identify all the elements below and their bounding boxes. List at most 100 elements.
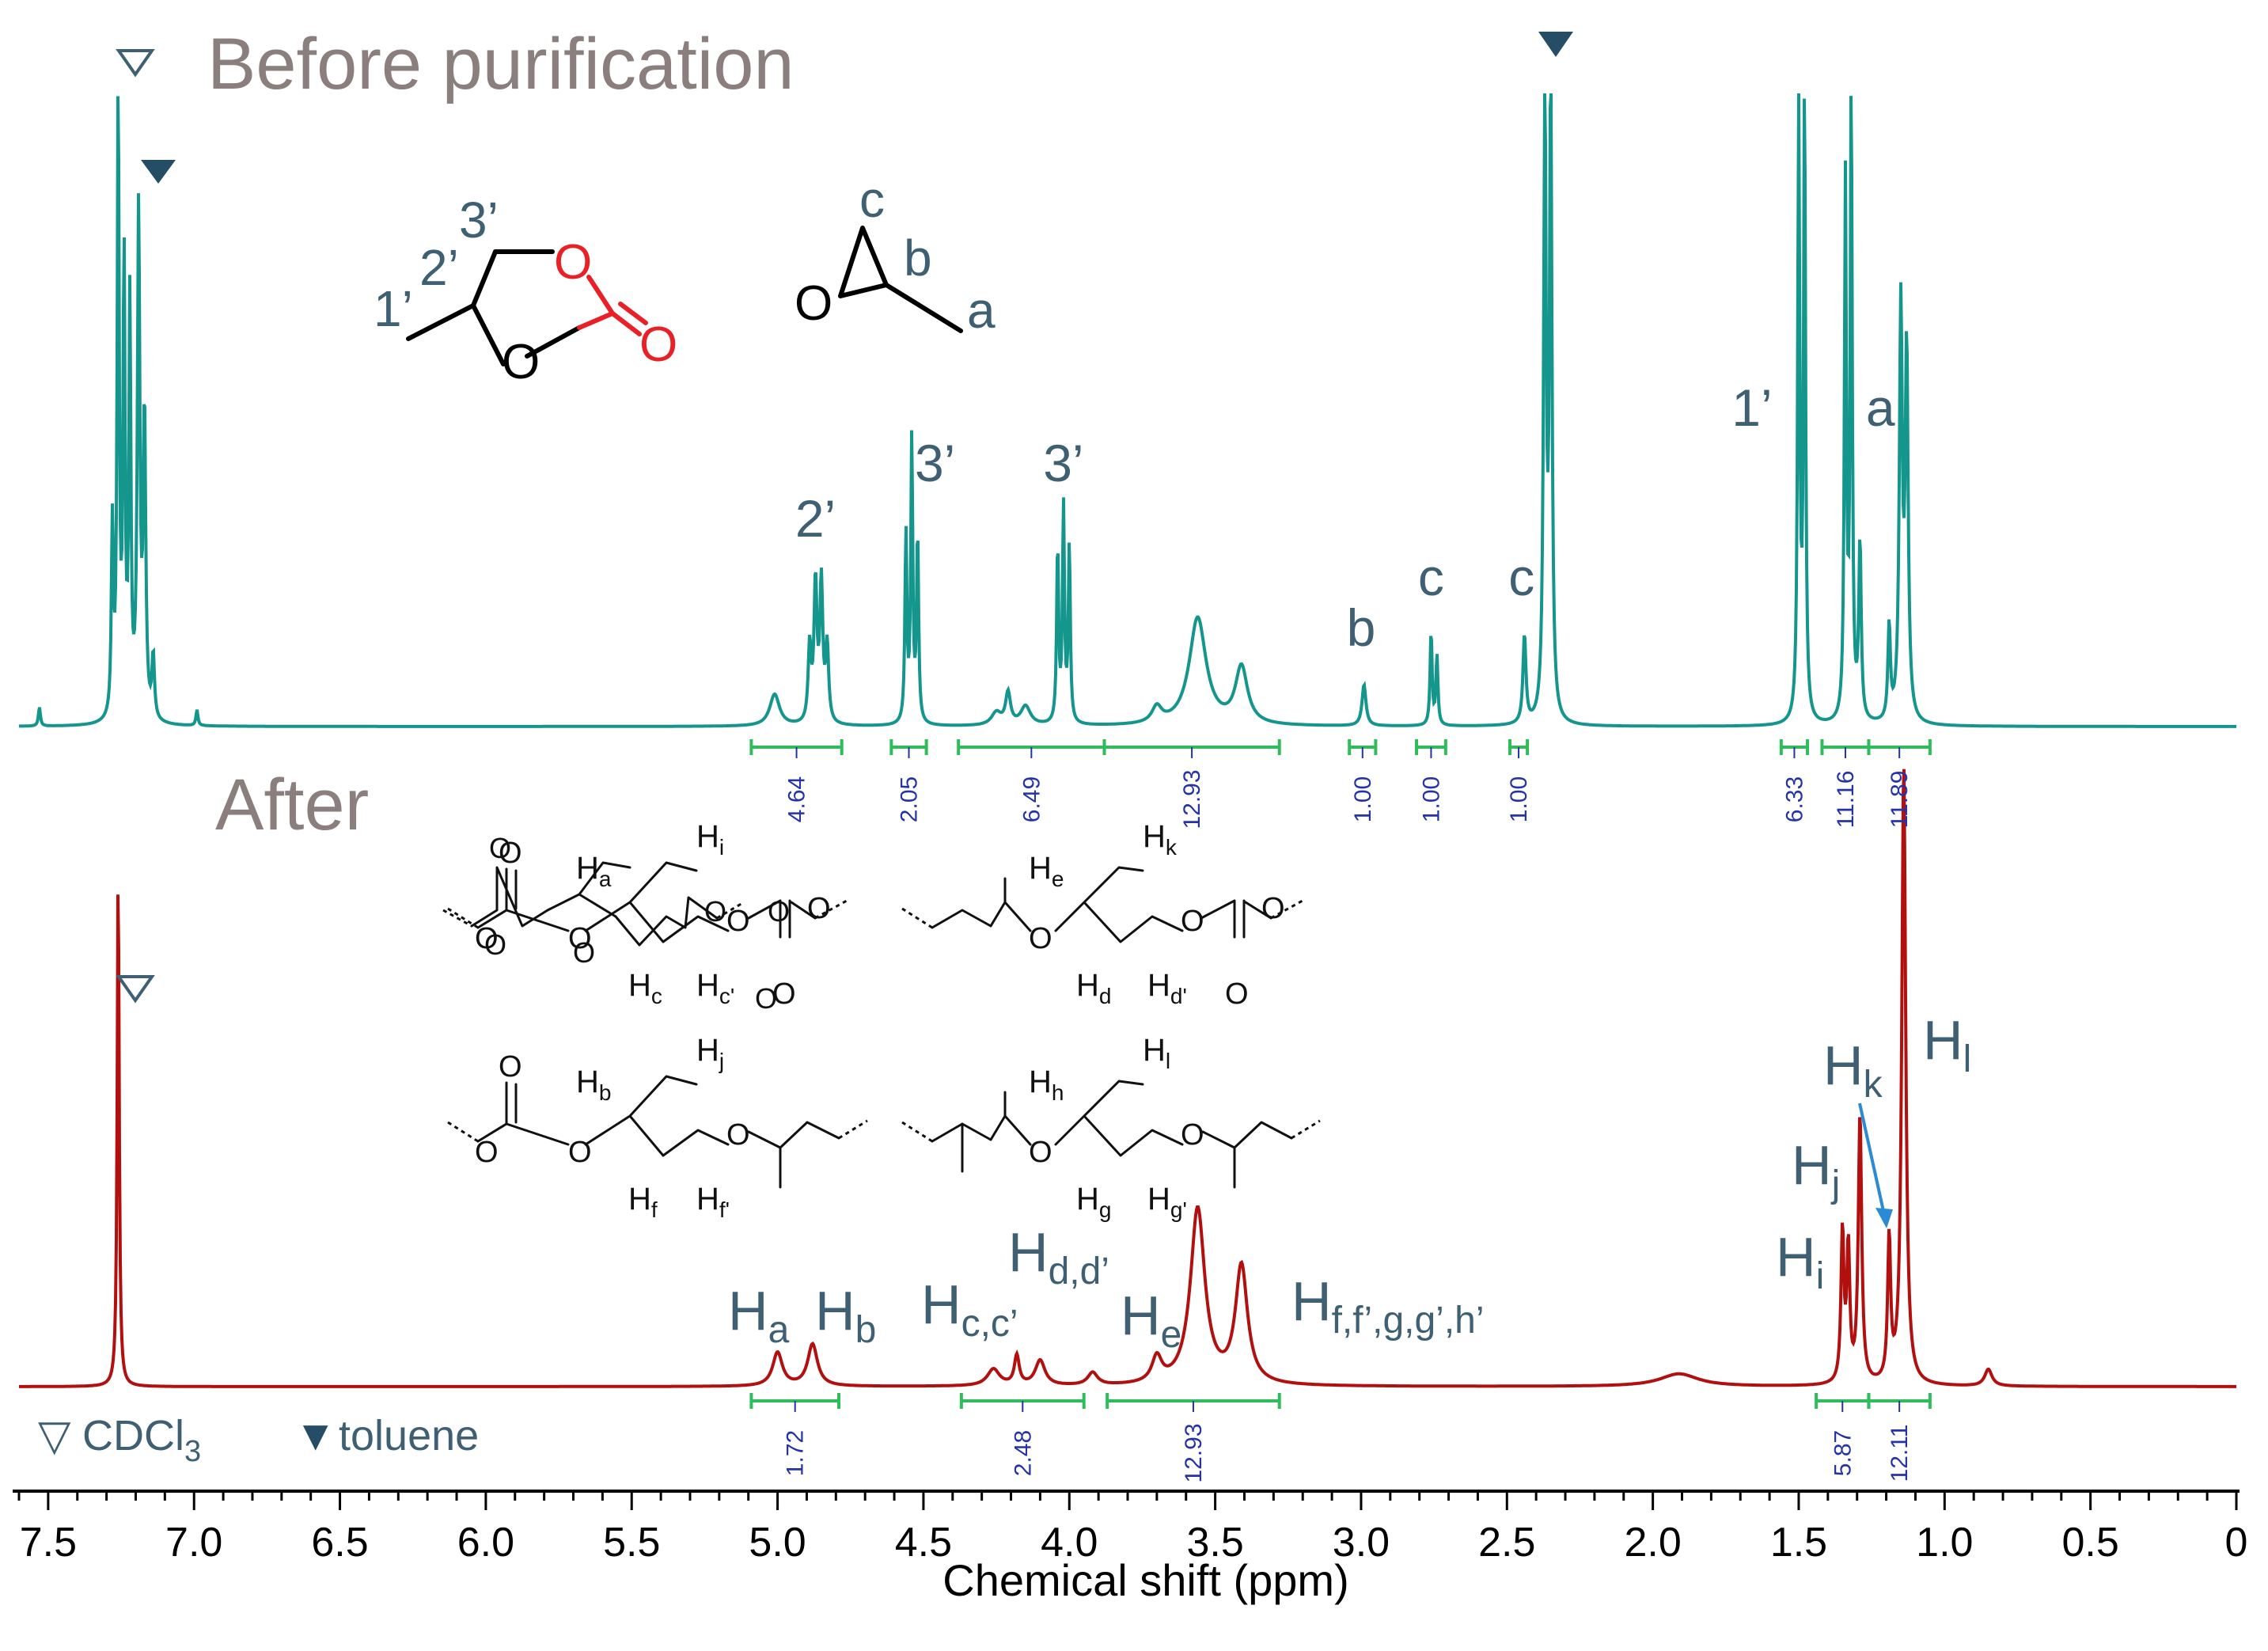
peak-label: c [1418, 548, 1444, 606]
integral-value: 6.49 [1018, 776, 1045, 822]
pc-label-1: 1’ [374, 280, 413, 337]
x-axis-title: Chemical shift (ppm) [942, 1555, 1348, 1605]
u1-o-f: O [772, 977, 796, 1011]
u3-hj: Hj [696, 1033, 724, 1073]
legend-cdcl3: CDCl3 [82, 1412, 201, 1468]
u2-hk: Hk [1143, 819, 1178, 860]
label-hi: Hi [1776, 1226, 1824, 1297]
u2-hd2: Hd' [1147, 968, 1187, 1008]
p1-o2: O [489, 832, 511, 864]
label-hcc: Hc,c’ [921, 1273, 1018, 1345]
unit-carbonate-ether: O O O O Hb Hj Hf Hf' [447, 1033, 868, 1222]
u1-o-a: O [475, 922, 499, 955]
hk-arrow [1858, 1103, 1885, 1212]
x-tick-label: 0 [2225, 1520, 2248, 1566]
u3-o-b: O [499, 1050, 522, 1084]
spectrum-before [18, 93, 2236, 728]
x-tick-label: 2.0 [1624, 1520, 1681, 1566]
integral-value: 12.93 [1179, 769, 1205, 829]
x-axis: 7.5 7.0 6.5 6.0 5.5 5.0 4.5 4.0 3.5 3.0 2.5 2.0 1.5 1… [13, 1490, 2248, 1605]
x-tick-label: 3.0 [1333, 1520, 1390, 1566]
u2-o-c: O [1261, 892, 1285, 925]
u4-hg: Hg [1076, 1182, 1111, 1222]
pc-label-2: 2’ [419, 239, 459, 296]
solvent-markers [116, 32, 1573, 1004]
u1-o-d: O [726, 905, 750, 938]
polymer-unit-1: O O O O O O [442, 832, 790, 1015]
u1-o-e: O [807, 892, 831, 925]
u1-o-b: O [499, 837, 522, 870]
u1-hc2: Hc' [696, 968, 734, 1008]
pc-label-3: 3’ [459, 192, 499, 249]
pc-carbonyl-oxygen: O [639, 317, 677, 372]
integral-value: 1.72 [783, 1430, 809, 1476]
peak-label: a [1866, 378, 1895, 437]
label-hb: Hb [815, 1280, 876, 1351]
title-after: After [215, 765, 369, 845]
legend-toluene: toluene [339, 1412, 479, 1459]
x-tick-label: 1.5 [1770, 1520, 1827, 1566]
integral-value: 1.00 [1506, 776, 1532, 822]
u1-hi: Hi [696, 819, 724, 860]
u1-o-c: O [568, 922, 592, 955]
toluene-marker-top-1 [141, 160, 176, 184]
u2-hd: Hd [1076, 968, 1111, 1008]
u1-hc: Hc [628, 968, 662, 1008]
u2-he: He [1029, 851, 1064, 891]
integral-value: 5.87 [1830, 1430, 1856, 1476]
integral-value: 11.89 [1887, 771, 1913, 829]
integral-value: 12.11 [1887, 1425, 1913, 1482]
p1-o1: O [484, 928, 506, 961]
label-hdd: Hd,d’ [1008, 1221, 1109, 1292]
title-before: Before purification [207, 24, 795, 104]
peak-label: 1’ [1731, 378, 1772, 437]
spectra-group [18, 93, 2236, 1388]
u2-o-a: O [1029, 922, 1052, 955]
integral-value: 11.16 [1833, 771, 1859, 829]
u3-hf2: Hf' [696, 1182, 730, 1222]
integral-value: 1.00 [1350, 776, 1376, 822]
u4-hl: Hl [1143, 1033, 1170, 1073]
x-tick-label: 2.5 [1478, 1520, 1535, 1566]
p1-o3: O [573, 936, 595, 969]
integrals-group: 4.64 2.05 6.49 12.93 1.00 1.00 1.00 6.33 11.16 11… [749, 739, 1932, 1483]
toluene-marker-top-2 [1538, 32, 1573, 57]
u1-ha: Ha [576, 851, 612, 891]
legend-cdcl3-symbol: ▽ [38, 1412, 71, 1459]
x-tick-label: 0.5 [2062, 1520, 2119, 1566]
label-hl: Hl [1923, 1009, 1971, 1080]
x-tick-label: 6.5 [311, 1520, 368, 1566]
peak-label: 2’ [795, 489, 836, 548]
integral-value: 6.33 [1781, 776, 1807, 822]
unit-ether-ether: O O Hh Hl Hg Hg' [901, 1033, 1321, 1222]
peak-label: 3’ [915, 434, 955, 492]
label-hf: Hf,f’,g,g’,h’ [1291, 1270, 1485, 1342]
u4-o-b: O [1181, 1118, 1204, 1152]
spectrum-after [19, 769, 2236, 1388]
u2-o-b: O [1181, 905, 1204, 938]
po-label-b: b [904, 230, 932, 287]
u3-o-a: O [475, 1136, 499, 1169]
propylene-carbonate-structure: O O O 1’ 2’ 3’ [374, 192, 677, 389]
u2-o-d: O [1225, 977, 1249, 1011]
integral-value: 12.93 [1181, 1423, 1207, 1482]
integral-value: 2.05 [896, 776, 922, 822]
x-tick-label: 5.0 [749, 1520, 806, 1566]
label-ha: Ha [728, 1280, 790, 1351]
integral-value: 2.48 [1010, 1430, 1036, 1476]
u4-hh: Hh [1029, 1065, 1064, 1105]
integral-value: 1.00 [1418, 776, 1444, 822]
po-label-a: a [967, 282, 996, 339]
x-tick-label: 5.5 [603, 1520, 660, 1566]
peak-label: b [1347, 598, 1376, 657]
peak-label: 3’ [1043, 434, 1083, 492]
integral-value: 4.64 [784, 776, 810, 822]
unit-carbonate-carbonate: O O O O O O Ha Hi Hc Hc' [447, 819, 848, 1011]
x-tick-label: 4.5 [895, 1520, 952, 1566]
x-tick-label: 7.0 [165, 1520, 222, 1566]
polymer-structures: O O O O O O Ha Hi Hc Hc' O O O O He Hk H… [447, 819, 1321, 1222]
unit-ether-carbonate: O O O O He Hk Hd Hd' [901, 819, 1303, 1011]
x-tick-label: 7.5 [20, 1520, 77, 1566]
p1-o5: O [768, 895, 790, 928]
